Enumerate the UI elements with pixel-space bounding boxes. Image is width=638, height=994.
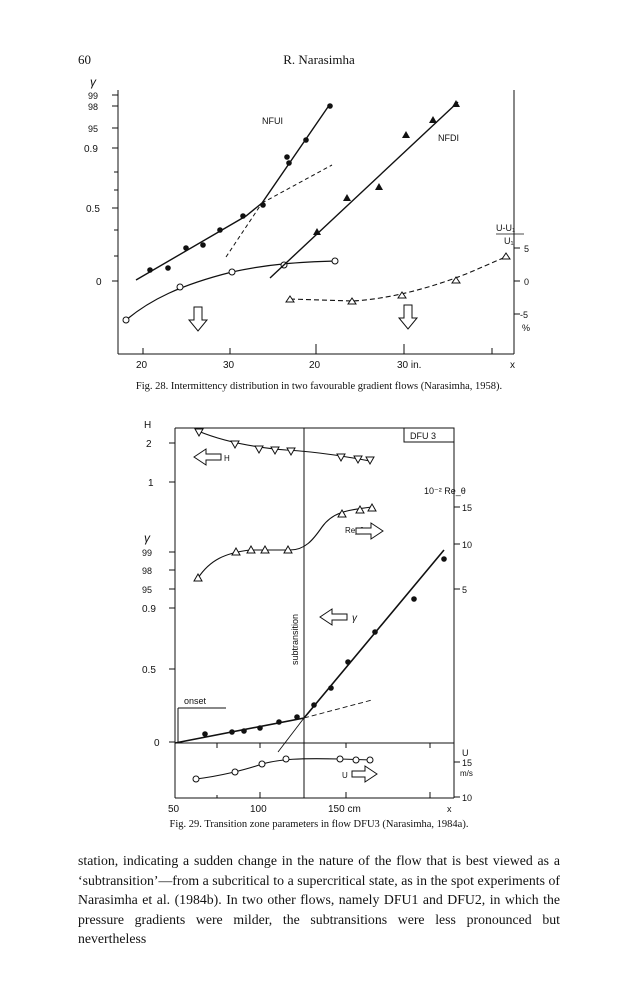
fig29-gamma-tick: 98 xyxy=(142,566,152,576)
fig29-axes xyxy=(174,427,455,799)
fig28-left-ticks xyxy=(112,94,118,282)
fig29-u-series xyxy=(192,755,374,783)
arrow-down-icon xyxy=(187,306,209,332)
arrow-down-icon xyxy=(397,304,419,330)
onset-marker xyxy=(177,707,226,743)
fig29-gamma-arrow-label: γ xyxy=(352,613,358,624)
fig29-h-axis-label: H xyxy=(144,420,151,431)
fig28-caption: Fig. 28. Intermittency distribution in t… xyxy=(135,381,503,392)
fig28-ytick: 0 xyxy=(96,277,102,288)
fig29-gamma-tick: 0.9 xyxy=(142,604,156,615)
fig29-gamma-series xyxy=(174,549,447,753)
fig29-re-label: Re_θ xyxy=(345,526,365,535)
fig28-right-tick: -5 xyxy=(520,310,528,320)
fig29-re-series xyxy=(193,502,377,582)
fig29-u-axis-label: U xyxy=(462,748,469,758)
fig29-xtick: 50 xyxy=(168,804,180,815)
fig29-gamma-tick: 0.5 xyxy=(142,665,156,676)
fig29-h-arrow-label: H xyxy=(224,454,230,463)
fig29-gamma-tick: 95 xyxy=(142,585,152,595)
fig28-label-nfd1: NFDI xyxy=(438,133,459,143)
fig29-h-tick: 1 xyxy=(148,478,154,489)
figure-29: DFU 3 subtransition H 2 1 γ 99 98 9 xyxy=(142,420,473,815)
fig28-right-ticks xyxy=(514,247,520,315)
fig29-gamma-symbol: γ xyxy=(144,531,151,545)
fig29-gamma-tick: 99 xyxy=(142,548,152,558)
fig29-re-axis-label: 10⁻² Re_θ xyxy=(424,486,466,496)
fig29-title: DFU 3 xyxy=(410,431,436,441)
fig28-ytick: 0.9 xyxy=(84,144,98,155)
fig29-u-tick: 10 xyxy=(462,793,472,803)
page-number: 60 xyxy=(78,52,91,67)
fig29-h-series xyxy=(194,428,375,466)
fig28-ytick: 99 xyxy=(88,91,98,101)
fig28-xtick: 20 xyxy=(309,360,321,371)
arrow-left-icon xyxy=(319,608,348,626)
fig28-ytick: 95 xyxy=(88,124,98,134)
fig29-title-box xyxy=(403,427,455,443)
fig29-bottom-ticks xyxy=(174,743,431,798)
fig29-xtick: 150 cm xyxy=(328,804,361,815)
fig28-nfd1-gamma-series xyxy=(269,100,460,279)
fig29-u-tick: 15 xyxy=(462,758,472,768)
fig28-nfd1-velocity-series xyxy=(285,252,511,305)
fig28-gamma-symbol: γ xyxy=(90,75,97,89)
fig29-left-ticks xyxy=(169,442,175,743)
fig28-label-nfu1: NFUI xyxy=(262,116,283,126)
fig28-right-unit: % xyxy=(522,323,530,333)
arrow-left-icon xyxy=(193,448,222,466)
fig28-nfu1-gamma-series xyxy=(135,103,333,281)
body-text: station, indicating a sudden change in t… xyxy=(78,851,560,949)
subtransition-label: subtransition xyxy=(290,614,300,665)
fig29-caption: Fig. 29. Transition zone parameters in f… xyxy=(169,819,469,830)
fig29-xtick: 100 xyxy=(250,804,267,815)
running-head: R. Narasimha xyxy=(283,52,355,67)
fig29-u-unit: m/s xyxy=(460,769,473,778)
fig29-re-tick: 5 xyxy=(462,585,467,595)
fig28-xtick: 30 in. xyxy=(397,360,421,371)
fig28-right-tick: 0 xyxy=(524,277,529,287)
fig28-x-label: x xyxy=(510,360,515,371)
fig28-xtick: 30 xyxy=(223,360,235,371)
fig28-ytick: 0.5 xyxy=(86,204,100,215)
arrow-right-icon xyxy=(355,522,384,540)
fig29-gamma-tick: 0 xyxy=(154,738,160,749)
fig28-ytick: 98 xyxy=(88,102,98,112)
arrow-right-icon xyxy=(351,765,378,783)
fig28-right-axis-label: U-U₁ xyxy=(496,223,515,233)
fig29-re-tick: 10 xyxy=(462,540,472,550)
fig28-bottom-ticks xyxy=(142,344,493,354)
fig28-right-axis-denominator: U₁ xyxy=(504,236,514,246)
fig29-x-label: x xyxy=(447,804,452,814)
fig29-u-arrow-label: U xyxy=(342,771,348,780)
onset-label: onset xyxy=(184,696,207,706)
figure-28: γ 99 98 95 0.9 0.5 0 20 30 20 30 in. x U… xyxy=(84,75,530,371)
body-paragraph: station, indicating a sudden change in t… xyxy=(78,853,560,946)
fig28-right-tick: 5 xyxy=(524,244,529,254)
fig29-re-tick: 15 xyxy=(462,503,472,513)
fig29-h-tick: 2 xyxy=(146,439,152,450)
fig28-xtick: 20 xyxy=(136,360,148,371)
page-header: 60 R. Narasimha xyxy=(0,52,638,72)
fig29-right-ticks xyxy=(454,506,460,798)
